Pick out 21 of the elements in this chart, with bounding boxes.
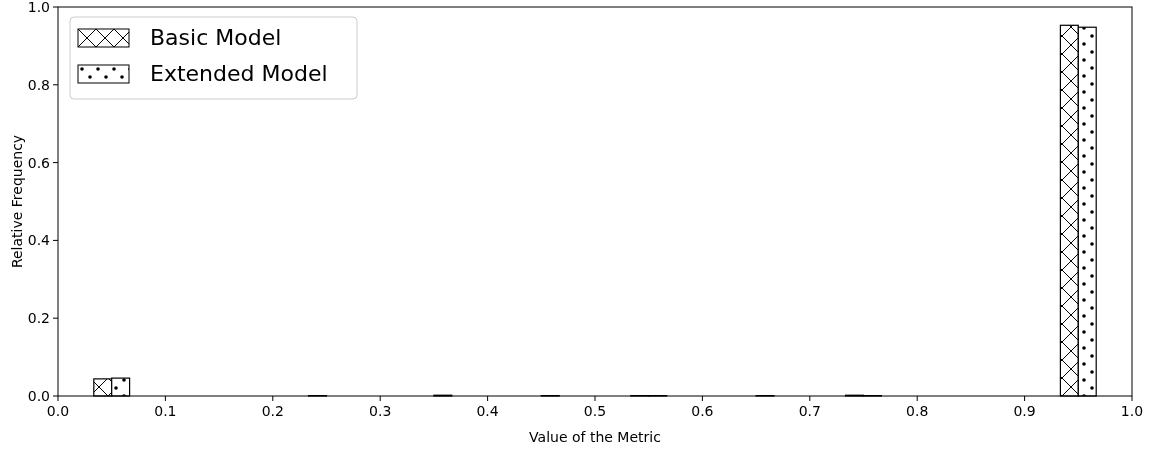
x-tick-label: 0.0 [46,403,70,419]
y-tick-label: 0.8 [27,76,50,93]
y-axis-title: Relative Frequency [9,134,25,269]
x-tick-label: 0.9 [1013,403,1036,419]
x-tick-label: 1.0 [1120,403,1144,419]
x-tick-label: 0.2 [261,403,284,419]
x-tick-label: 0.8 [906,403,929,419]
legend-label: Basic Model [150,25,282,50]
y-tick-label: 0.2 [27,310,50,327]
x-tick-label: 0.5 [583,403,607,419]
y-tick-label: 0.4 [27,232,51,249]
y-tick-label: 1.0 [27,0,50,15]
x-axis-title: Value of the Metric [529,429,661,445]
x-tick-label: 0.1 [154,403,177,419]
x-tick-label: 0.3 [369,403,392,419]
x-tick-label: 0.4 [476,403,499,419]
x-tick-label: 0.6 [691,403,714,419]
legend-label: Extended Model [150,61,328,86]
x-tick-label: 0.7 [798,403,821,419]
y-tick-label: 0.0 [27,388,50,404]
y-tick-label: 0.6 [27,154,51,171]
